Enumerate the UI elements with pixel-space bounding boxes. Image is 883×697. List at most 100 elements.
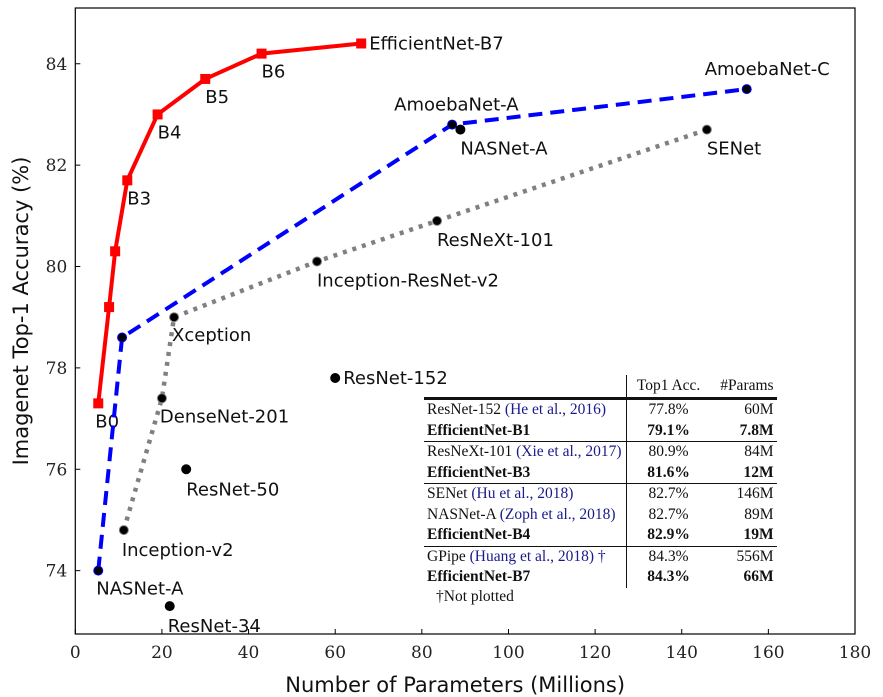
y-tick-label: 82 [46,156,68,176]
data-point [164,601,175,612]
point-label: AmoebaNet-C [705,59,830,80]
point-label: ResNet-34 [168,616,261,637]
accuracy-cell: 82.9% [625,525,711,546]
model-cell: EfficientNet-B7 [424,567,626,588]
model-cell: EfficientNet-B3 [424,463,626,484]
accuracy-cell: 82.7% [625,483,711,505]
model-name: GPipe [427,547,466,565]
data-point [181,464,192,475]
data-point [741,84,752,95]
data-point [156,393,167,404]
table-row: NASNet-A (Zoph et al., 2018) 82.7% 89M [424,504,777,526]
y-tick-label: 78 [46,359,68,379]
point-label: SENet [707,139,761,160]
plot-frame [74,7,856,635]
table-row: ResNet-152 (He et al., 2016) 77.8% 60M [424,397,777,421]
y-tick-label: 84 [46,55,68,75]
citation: (Hu et al., 2018) [471,485,574,502]
accuracy-cell: 80.9% [625,441,711,463]
citation: (Zoph et al., 2018) [499,505,616,523]
data-point [200,73,211,84]
y-axis-label: Imagenet Top-1 Accuracy (%) [9,157,33,466]
citation: (Xie et al., 2017) [516,443,622,460]
data-point [104,302,115,313]
point-label: ResNet-50 [186,479,279,500]
params-cell: 84M [710,441,777,463]
series-line-0 [96,41,362,404]
x-tick-label: 0 [70,643,81,663]
accuracy-cell: 81.6% [625,462,711,484]
params-cell: 19M [743,526,774,543]
point-label: AmoebaNet-A [394,95,519,116]
table-row: SENet (Hu et al., 2018) 82.7% 146M [424,483,777,505]
data-point [110,246,121,257]
model-name: EfficientNet-B3 [427,463,531,481]
x-axis-label: Number of Parameters (Millions) [285,673,625,697]
params-cell: 60M [710,397,777,421]
point-label: Inception-ResNet-v2 [317,270,499,291]
model-name: NASNet-A [427,505,496,523]
accuracy-cell: 82.7% [625,504,711,525]
y-tick-label: 76 [46,460,68,480]
point-label: EfficientNet-B7 [369,33,503,54]
accuracy-cell: 77.8% [625,397,711,421]
x-tick-label: 100 [492,643,524,663]
point-label: B4 [158,122,182,143]
table-row: ResNeXt-101 (Xie et al., 2017) 80.9% 84M [424,441,777,463]
x-tick-label: 20 [151,643,173,663]
header-params: #Params [720,377,774,394]
data-point [118,525,129,536]
data-point [330,373,341,384]
table-row: EfficientNet-B7 84.3% 66M [424,567,777,588]
model-cell: NASNet-A (Zoph et al., 2018) [424,505,626,526]
model-name: ResNeXt-101 [427,443,513,460]
model-cell: EfficientNet-B4 [424,525,626,546]
accuracy-cell: 84.3% [625,567,711,588]
model-cell: SENet (Hu et al., 2018) [424,483,627,505]
point-label: DenseNet-201 [160,406,289,427]
x-tick-label: 40 [238,643,260,663]
data-point [455,124,466,135]
x-tick-label: 160 [752,643,784,663]
model-cell: EfficientNet-B1 [424,421,626,442]
x-tick-label: 140 [666,643,698,663]
point-label: B6 [262,62,286,83]
x-tick-label: 180 [839,643,871,663]
data-point [152,109,163,120]
y-tick-label: 80 [46,258,68,278]
point-label: B5 [205,87,229,108]
data-point [431,215,442,226]
params-cell: 146M [710,483,777,505]
x-tick-label: 120 [579,643,611,663]
data-point [93,398,104,409]
data-point [169,312,180,323]
model-cell: ResNeXt-101 (Xie et al., 2017) [424,441,627,463]
accuracy-cell: 84.3% [625,545,711,567]
point-label: Inception-v2 [122,540,234,561]
model-cell: ResNet-152 (He et al., 2016) [424,397,627,421]
citation: (He et al., 2016) [504,401,607,418]
model-name: ResNet-152 [427,401,502,418]
x-tick-label: 60 [324,643,346,663]
table-row: EfficientNet-B4 82.9% 19M [424,525,777,546]
params-cell: 89M [744,505,774,523]
table-row: GPipe (Huang et al., 2018) † 84.3% 556M [424,545,777,567]
data-point [701,124,712,135]
accuracy-cell: 79.1% [625,420,711,442]
params-cell: 556M [710,545,777,567]
header-top1-acc: Top1 Acc. [625,375,711,399]
table-row: EfficientNet-B1 79.1% 7.8M [424,420,777,442]
model-name: EfficientNet-B1 [427,421,531,439]
series-line-1 [96,87,747,571]
y-tick-label: 74 [46,562,68,582]
citation: (Huang et al., 2018) † [469,547,606,565]
data-point [256,48,267,59]
x-tick-label: 80 [411,643,433,663]
point-label: NASNet-A [460,139,548,160]
comparison-table: Top1 Acc. #Params ResNet-152 (He et al.,… [424,375,777,606]
params-cell: 7.8M [739,421,774,439]
point-label: NASNet-A [96,579,184,600]
model-name: EfficientNet-B4 [427,526,531,543]
data-point [447,119,458,130]
